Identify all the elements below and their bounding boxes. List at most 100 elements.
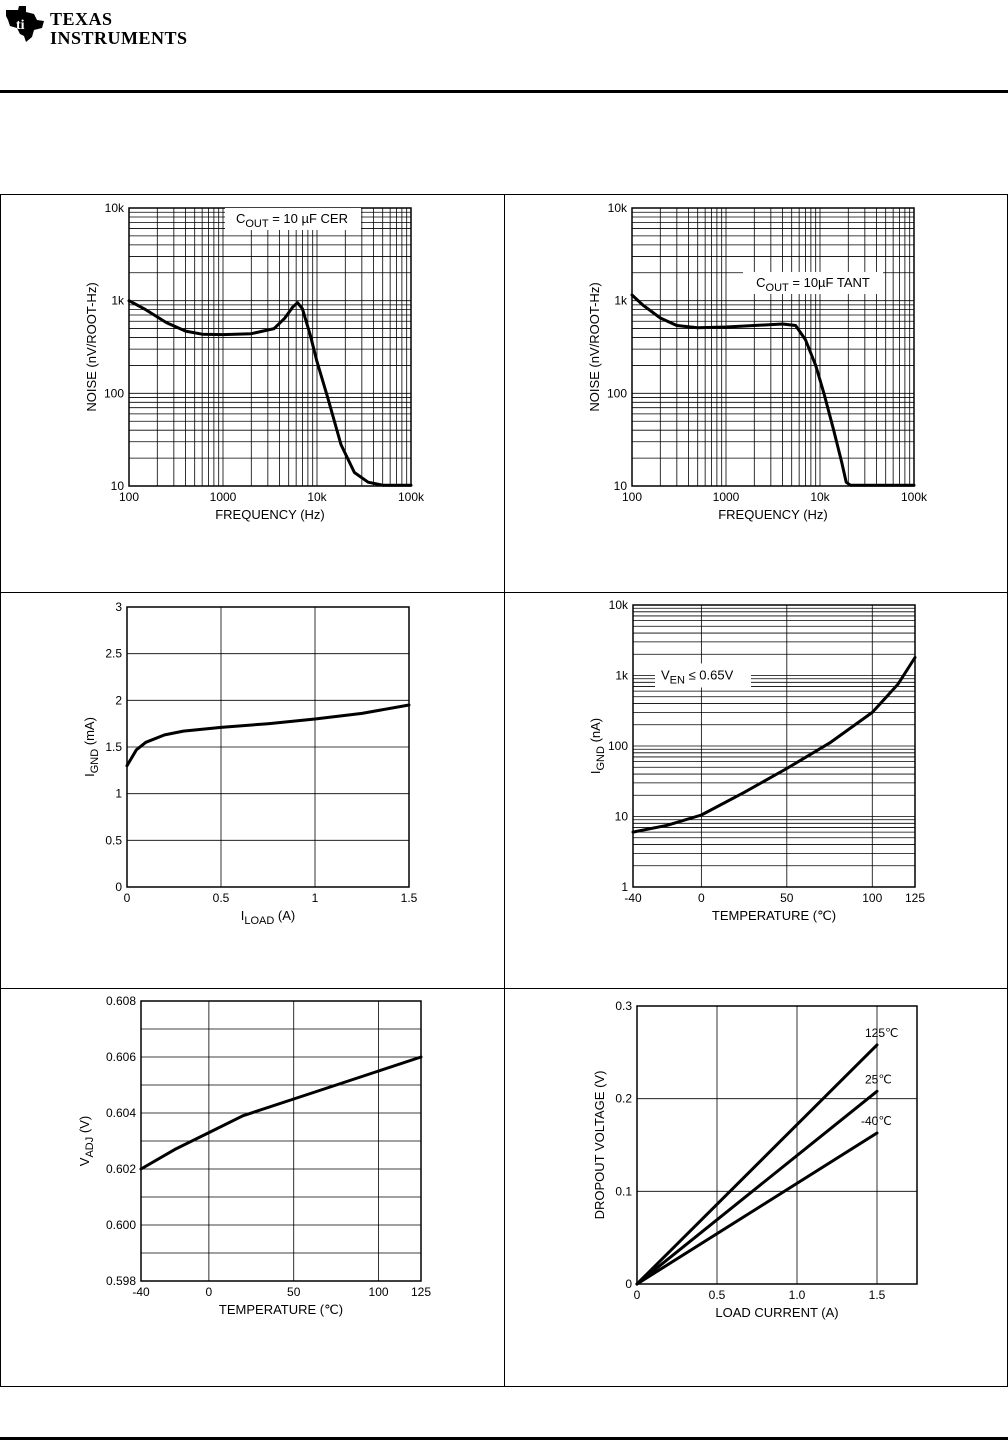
annotation-label: VEN ≤ 0.65V [661,668,734,687]
x-tick-label: 0.5 [213,891,230,905]
y-tick-label: 10k [608,201,628,215]
x-tick-label: 50 [287,1285,301,1299]
x-tick-label: 0 [124,891,131,905]
y-axis-label: IGND (mA) [82,717,101,777]
y-tick-label: 10 [614,479,628,493]
gridlines [140,1000,422,1282]
x-tick-label: 0 [634,1288,641,1302]
x-tick-label: 100 [622,490,642,504]
y-tick-label: 1k [111,294,125,308]
x-tick-label: -40 [132,1285,150,1299]
series-label: 25℃ [865,1072,892,1086]
x-tick-label: 0 [206,1285,213,1299]
x-tick-label: 10k [810,490,830,504]
y-tick-label: 1k [614,294,628,308]
header-rule [0,90,1008,93]
gridlines [631,208,914,487]
y-tick-label: 1k [615,669,629,683]
plot-frame [140,1000,422,1282]
y-tick-label: 0.606 [106,1050,136,1064]
series-line-1 [635,1089,879,1286]
gridlines [126,606,410,888]
y-axis-label: IGND (nA) [588,718,607,774]
y-tick-label: 0.5 [105,833,122,847]
annotation-label: COUT = 10µF TANT [756,275,870,294]
y-tick-label: 2 [115,693,122,707]
y-axis-label: VADJ (V) [77,1116,96,1166]
x-tick-label: 100 [369,1285,389,1299]
series-line-0 [127,299,413,487]
ti-state-icon: ti [6,6,44,42]
y-tick-label: 10 [111,479,125,493]
grid-divider-row2 [1,988,1007,989]
annotation-bg [225,208,361,230]
chart-svg: 0 0.5 1 1.5 0 0.5 1 1.5 2 2.5 3 ILOAD (A) IGND (mA) [82,600,418,927]
y-tick-label: 10k [609,598,629,612]
y-tick-label: 0.602 [106,1162,136,1176]
y-tick-label: 0 [625,1277,632,1291]
series-label: -40℃ [861,1114,892,1128]
x-tick-label: 1000 [713,490,740,504]
chart-svg: -40 0 50 100 125 1 10 100 1k 10k TEMPERATURE (℃) IG… [588,598,925,923]
y-tick-label: 1 [115,787,122,801]
x-tick-label: 10k [307,490,327,504]
y-tick-label: 0.598 [106,1274,136,1288]
svg-text:ti: ti [16,18,25,33]
x-axis-label: FREQUENCY (Hz) [718,507,828,522]
y-tick-label: 1 [621,880,628,894]
chart-ignd-vs-temperature: -40 0 50 100 125 1 10 100 1k 10k TEMPERATURE (℃) IG… [583,597,925,932]
x-tick-label: 1.5 [401,891,418,905]
plot-frame [126,606,410,888]
brand-text: TEXAS INSTRUMENTS [50,10,188,48]
page-header: ti TEXAS INSTRUMENTS [0,0,1008,93]
x-tick-label: 100 [119,490,139,504]
x-tick-label: 125 [411,1285,431,1299]
plot-frame [632,604,916,888]
y-tick-label: 100 [608,739,628,753]
y-tick-label: 3 [115,600,122,614]
y-tick-label: 0.2 [615,1092,632,1106]
y-tick-label: 2.5 [105,647,122,661]
annotation-bg [743,272,883,294]
y-tick-label: 1.5 [105,740,122,754]
chart-svg: 0 0.5 1.0 1.5 0 0.1 0.2 0.3 LOAD CURRENT (A) DROP… [592,999,918,1320]
y-tick-label: 0.608 [106,994,136,1008]
y-tick-label: 0.600 [106,1218,136,1232]
plot-frame [128,207,412,487]
y-tick-label: 0.604 [106,1106,136,1120]
y-axis-label: DROPOUT VOLTAGE (V) [592,1071,607,1220]
x-tick-label: -40 [624,891,642,905]
x-tick-label: 125 [905,891,925,905]
chart-ignd-vs-iload: 0 0.5 1 1.5 0 0.5 1 1.5 2 2.5 3 ILOAD (A) IGND (mA) [80,597,420,932]
y-axis-label: NOISE (nV/ROOT-Hz) [587,282,602,411]
grid-divider-vertical [504,195,505,1386]
chart-dropout-voltage: 0 0.5 1.0 1.5 0 0.1 0.2 0.3 LOAD CURRENT (A) DROP… [592,996,922,1331]
x-tick-label: 0 [698,891,705,905]
chart-svg: -40 0 50 100 125 0.598 0.600 0.602 0.604 0.606 0.6… [77,994,431,1317]
x-axis-label: FREQUENCY (Hz) [215,507,325,522]
chart-noise-cer: 100 1000 10k 100k 10 100 1k 10k FREQUENCY (Hz) NO… [80,200,425,535]
series-line-0 [631,656,917,834]
series-line-2 [635,1131,879,1286]
x-axis-label: TEMPERATURE (℃) [712,908,836,923]
y-tick-label: 10 [615,810,629,824]
chart-vadj-vs-temperature: -40 0 50 100 125 0.598 0.600 0.602 0.604 0.606 0.6… [74,992,431,1327]
y-tick-label: 0.3 [615,999,632,1013]
grid-divider-row1 [1,592,1007,593]
series-label: 125℃ [865,1026,899,1040]
ti-logo: ti TEXAS INSTRUMENTS [4,4,194,48]
x-tick-label: 1000 [210,490,237,504]
footer-rule [0,1437,1008,1440]
brand-line2: INSTRUMENTS [50,28,188,48]
x-tick-label: 0.5 [709,1288,726,1302]
x-axis-label: LOAD CURRENT (A) [715,1305,838,1320]
series-line-0 [630,293,916,487]
gridlines [128,208,411,487]
plot-frame [631,207,915,487]
gridlines [632,605,916,888]
x-tick-label: 50 [780,891,794,905]
y-axis-label: NOISE (nV/ROOT-Hz) [84,282,99,411]
y-tick-label: 0 [115,880,122,894]
